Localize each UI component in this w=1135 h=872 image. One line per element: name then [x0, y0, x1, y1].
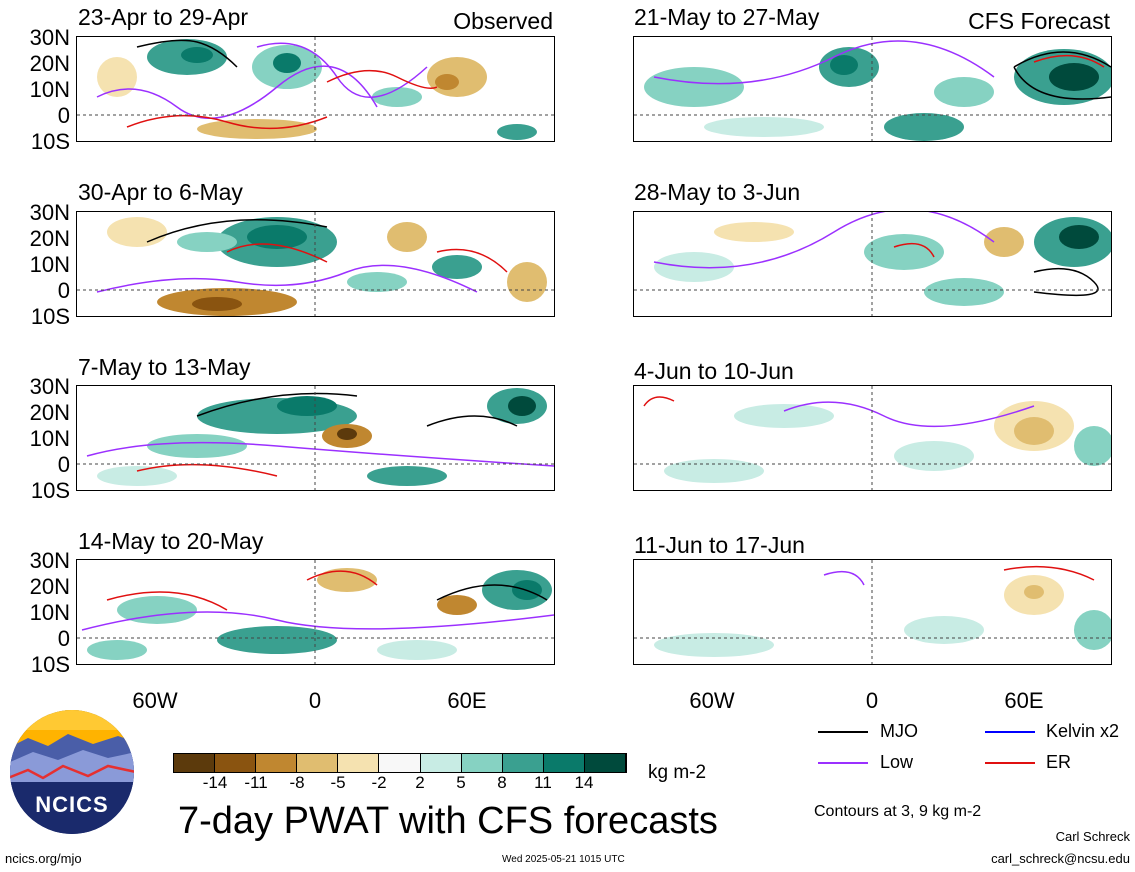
colorbar-swatch	[297, 754, 339, 772]
panel-title-fcst-3: 4-Jun to 10-Jun	[634, 358, 794, 384]
map-panel-fcst-3	[633, 385, 1112, 491]
pwat-map	[634, 386, 1111, 490]
colorbar-tick: -2	[371, 773, 387, 792]
footer-url[interactable]: ncics.org/mjo	[5, 851, 82, 866]
lon-label: 0	[308, 688, 322, 713]
colorbar-tick: 2	[415, 773, 425, 792]
colorbar-units: kg m-2	[648, 762, 707, 783]
lon-label: 60W	[689, 688, 735, 713]
panel-title-obs-4: 14-May to 20-May	[78, 528, 264, 554]
map-panel-obs-1	[76, 36, 555, 142]
lat-label: 10S	[30, 652, 70, 677]
panel-title-obs-2: 30-Apr to 6-May	[78, 179, 243, 205]
footer-author: Carl Schreck	[1055, 829, 1130, 844]
map-panel-obs-3	[76, 385, 555, 491]
colorbar-swatch	[420, 754, 462, 772]
forecast-tag: CFS Forecast	[968, 8, 1110, 34]
pwat-map	[634, 37, 1111, 141]
lon-label: 0	[865, 688, 879, 713]
lat-label: 30N	[29, 200, 70, 225]
panel-title-obs-3: 7-May to 13-May	[78, 354, 251, 380]
map-panel-obs-2	[76, 211, 555, 317]
lat-label: 10N	[29, 426, 70, 451]
ncics-logo: NCICS	[8, 708, 136, 836]
colorbar-swatch	[338, 754, 380, 772]
lat-label: 0	[57, 452, 70, 477]
colorbar-tick: -11	[244, 773, 268, 792]
legend-label-er: ER	[1046, 752, 1072, 772]
colorbar-swatch	[502, 754, 544, 772]
legend-label-low: Low	[880, 752, 914, 772]
colorbar-swatch	[256, 754, 298, 772]
lat-label: 20N	[29, 226, 70, 251]
ncics-logo-icon	[10, 710, 134, 834]
contours-note: Contours at 3, 9 kg m-2	[814, 803, 982, 820]
pwat-map	[77, 37, 554, 141]
colorbar	[173, 753, 627, 773]
colorbar-swatch	[215, 754, 257, 772]
map-panel-obs-4	[76, 559, 555, 665]
panel-title-fcst-4: 11-Jun to 17-Jun	[634, 532, 805, 558]
panel-title-fcst-1: 21-May to 27-May	[634, 4, 820, 30]
lat-label: 10S	[30, 304, 70, 329]
colorbar-tick: -5	[330, 773, 346, 792]
main-title: 7-day PWAT with CFS forecasts	[178, 800, 718, 842]
lat-label: 30N	[29, 25, 70, 50]
legend-line-mjo	[818, 731, 868, 733]
lat-label: 20N	[29, 51, 70, 76]
lon-label: 60E	[1004, 688, 1044, 713]
map-panel-fcst-4	[633, 559, 1112, 665]
lat-label: 20N	[29, 400, 70, 425]
legend-line-kelvin	[985, 731, 1035, 733]
lat-label: 10N	[29, 600, 70, 625]
colorbar-tick: -14	[202, 773, 228, 792]
legend-label-kelvin: Kelvin x2	[1046, 721, 1120, 741]
colorbar-swatch	[584, 754, 627, 772]
lat-label: 10N	[29, 252, 70, 277]
logo-text: NCICS	[35, 792, 109, 817]
colorbar-tick: 5	[456, 773, 466, 792]
pwat-map	[77, 212, 554, 316]
colorbar-tick: -8	[289, 773, 305, 792]
colorbar-tick: 8	[497, 773, 507, 792]
footer-timestamp: Wed 2025-05-21 1015 UTC	[502, 854, 625, 865]
lat-label: 0	[57, 626, 70, 651]
footer-email[interactable]: carl_schreck@ncsu.edu	[991, 851, 1130, 866]
panel-title-obs-1: 23-Apr to 29-Apr	[78, 4, 249, 30]
colorbar-tick: 14	[574, 773, 594, 792]
map-panel-fcst-1	[633, 36, 1112, 142]
lat-label: 30N	[29, 548, 70, 573]
observed-tag: Observed	[453, 8, 553, 34]
pwat-map	[634, 560, 1111, 664]
legend-line-er	[985, 762, 1035, 764]
lat-label: 30N	[29, 374, 70, 399]
lon-label: 60E	[447, 688, 487, 713]
map-panel-fcst-2	[633, 211, 1112, 317]
legend-line-low	[818, 762, 868, 764]
lon-label: 60W	[132, 688, 178, 713]
lat-label: 10S	[30, 478, 70, 503]
lat-label: 10N	[29, 77, 70, 102]
pwat-map	[77, 560, 554, 664]
colorbar-tick: 11	[534, 773, 552, 792]
colorbar-swatch	[543, 754, 585, 772]
panel-title-fcst-2: 28-May to 3-Jun	[634, 179, 801, 205]
lat-label: 20N	[29, 574, 70, 599]
lat-label: 0	[57, 103, 70, 128]
colorbar-swatch	[174, 754, 216, 772]
lat-label: 10S	[30, 129, 70, 154]
lat-label: 0	[57, 278, 70, 303]
pwat-map	[634, 212, 1111, 316]
legend-label-mjo: MJO	[880, 721, 918, 741]
colorbar-swatch	[461, 754, 503, 772]
colorbar-swatch	[379, 754, 421, 772]
pwat-map	[77, 386, 554, 490]
